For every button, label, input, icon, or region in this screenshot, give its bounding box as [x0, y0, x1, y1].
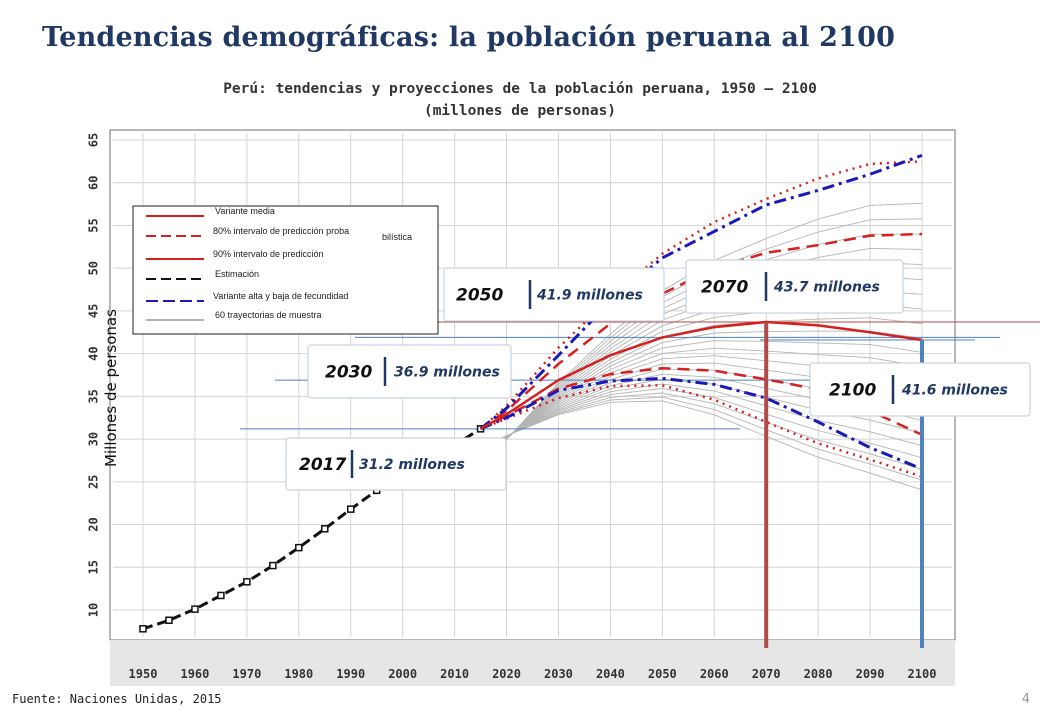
y-tick-label-60: 60	[87, 176, 101, 190]
x-tick-label-2030: 2030	[544, 667, 573, 681]
legend-label-6: 60 trayectorias de muestra	[215, 310, 322, 320]
page-number: 4	[1021, 692, 1030, 707]
estimate-line	[142, 427, 482, 631]
x-tick-label-2060: 2060	[700, 667, 729, 681]
sample-trajectory-3	[480, 392, 923, 470]
y-tick-label-20: 20	[87, 517, 101, 531]
low-fertility-line	[480, 376, 923, 471]
legend-label-2: 80% intervalo de predicción proba	[213, 226, 349, 236]
y-tick-label-30: 30	[87, 432, 101, 446]
source-note: Fuente: Naciones Unidas, 2015	[12, 692, 222, 706]
callout-box-2050	[443, 267, 665, 322]
y-tick-label-10: 10	[87, 603, 101, 617]
y-axis-label: Millones de personas	[102, 309, 120, 467]
x-tick-label-1950: 1950	[129, 667, 158, 681]
x-tick-label-1990: 1990	[336, 667, 365, 681]
callout-year-2070: 2070	[701, 278, 748, 298]
callout-box-2070	[685, 259, 904, 314]
callout-2030: 2030 36.9 millones	[307, 344, 512, 399]
callout-year-2017: 2017	[299, 455, 346, 475]
median-variant-line	[479, 320, 923, 430]
chart-subtitle: (millones de personas)	[423, 103, 617, 119]
legend-label-2-cont: bilística	[382, 232, 412, 242]
y-tick-label-25: 25	[87, 475, 101, 489]
x-tick-label-2070: 2070	[752, 667, 781, 681]
callout-box-2030	[307, 344, 512, 399]
estimate-point-1975	[269, 561, 277, 570]
callout-2017: 2017 31.2 millones	[285, 437, 507, 491]
x-tick-label-1960: 1960	[180, 667, 209, 681]
high-fertility-line	[479, 153, 923, 430]
y-tick-label-15: 15	[87, 560, 101, 574]
x-tick-label-2020: 2020	[492, 667, 521, 681]
callout-2100: 2100 41.6 millones	[809, 362, 1031, 417]
legend-label-3: 90% intervalo de predicción	[213, 249, 324, 259]
callout-year-2100: 2100	[829, 381, 876, 401]
estimate-point-1960	[191, 605, 199, 613]
x-tick-label-1970: 1970	[232, 667, 261, 681]
sample-trajectory-5	[480, 383, 923, 450]
x-tick-label-2080: 2080	[804, 667, 833, 681]
x-tick-label-2100: 2100	[908, 667, 937, 681]
estimate-point-1950	[139, 625, 147, 633]
sample-trajectory-4	[480, 388, 923, 459]
estimate-point-1965	[217, 591, 225, 600]
x-tick-label-1980: 1980	[284, 667, 313, 681]
legend-box	[132, 205, 439, 335]
estimate-point-1980	[295, 543, 303, 552]
legend: Variante media 80% intervalo de predicció…	[132, 205, 439, 335]
callout-value-2100: 41.6 millones	[901, 383, 1008, 399]
callout-value-2030: 36.9 millones	[394, 365, 500, 381]
y-tick-label-40: 40	[87, 346, 101, 360]
estimate-point-1970	[243, 578, 251, 586]
callout-box-2100	[809, 362, 1031, 417]
x-axis-band	[110, 640, 955, 686]
legend-label-5: Variante alta y baja de fecundidad	[213, 291, 348, 301]
sample-trajectory-11	[480, 347, 923, 454]
x-tick-label-2000: 2000	[388, 667, 417, 681]
callout-value-2070: 43.7 millones	[773, 280, 880, 296]
callout-year-2050: 2050	[456, 286, 503, 306]
x-tick-label-2010: 2010	[440, 667, 469, 681]
chart-title: Perú: tendencias y proyecciones de la po…	[0, 78, 1040, 122]
chart-title-main: Perú: tendencias y proyecciones de la po…	[223, 81, 817, 97]
y-tick-label-65: 65	[87, 133, 101, 147]
y-tick-label-35: 35	[87, 389, 101, 403]
slide-title: Tendencias demográficas: la población pe…	[42, 22, 896, 53]
x-tick-label-2090: 2090	[856, 667, 885, 681]
callout-2050: 2050 41.9 millones	[443, 267, 665, 322]
x-tick-label-2040: 2040	[596, 667, 625, 681]
pi80-lower-line	[480, 366, 923, 436]
sample-trajectory-12	[480, 340, 923, 455]
callout-box-2017	[285, 437, 507, 491]
x-tick-label-2050: 2050	[648, 667, 677, 681]
y-tick-label-45: 45	[87, 304, 101, 318]
legend-label-1: Variante media	[215, 206, 275, 216]
estimate-point-1955	[165, 616, 173, 625]
estimate-point-1990	[346, 505, 355, 513]
callout-value-2017: 31.2 millones	[359, 457, 465, 473]
callout-year-2030: 2030	[325, 363, 372, 383]
sample-trajectory-2	[480, 396, 923, 481]
estimate-point-1985	[321, 525, 329, 533]
callout-value-2050: 41.9 millones	[536, 288, 643, 304]
y-tick-label-50: 50	[87, 261, 101, 275]
legend-label-4: Estimación	[215, 269, 259, 279]
y-tick-label-55: 55	[87, 218, 101, 232]
callout-2070: 2070 43.7 millones	[685, 259, 904, 314]
